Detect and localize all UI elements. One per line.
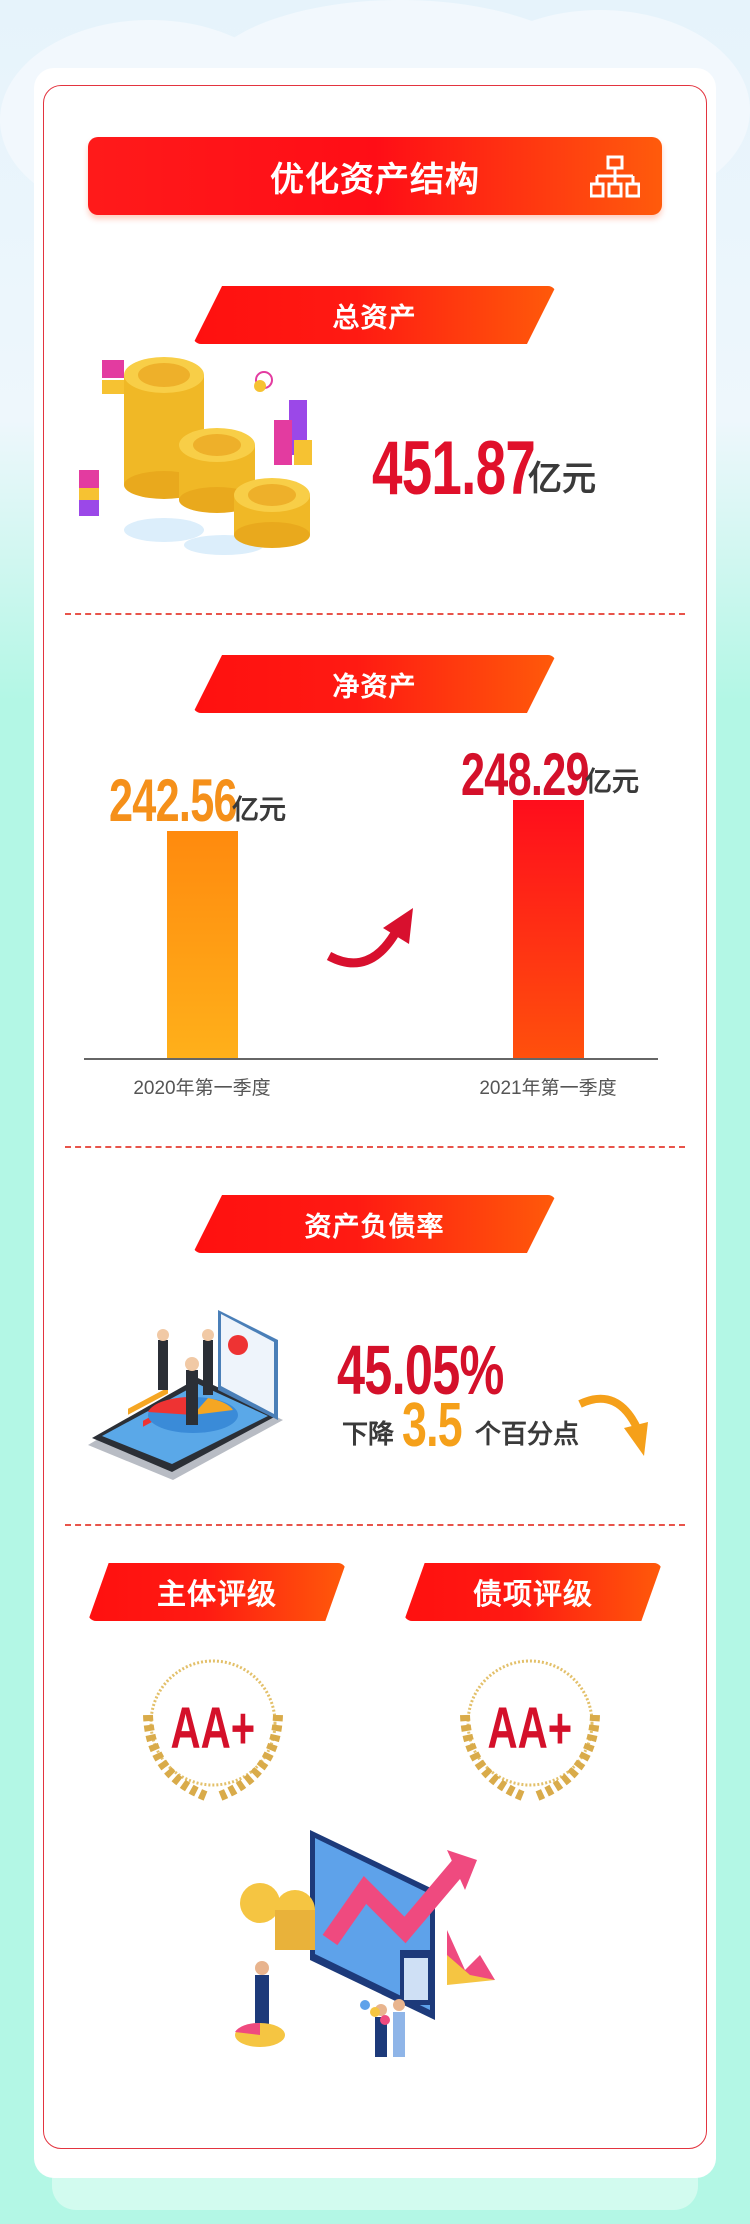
debt-ratio-number: 45.05% <box>337 1331 504 1409</box>
finance-growth-illustration <box>235 1830 495 2057</box>
entity-rating-ribbon: 主体评级 <box>88 1563 346 1621</box>
change-suffix: 个百分点 <box>475 1419 580 1449</box>
bar-value-2020: 242.56 <box>109 767 238 834</box>
section-header: 优化资产结构 <box>88 137 662 215</box>
down-arrow-icon <box>578 1394 648 1456</box>
bond-rating-ribbon: 债项评级 <box>404 1563 662 1621</box>
net-assets-label: 净资产 <box>332 671 417 702</box>
bond-rating-grade: AA+ <box>445 1695 615 1762</box>
section-title: 优化资产结构 <box>270 160 480 199</box>
bar-unit-2020: 亿元 <box>232 795 286 825</box>
section-divider <box>65 1146 685 1148</box>
change-prefix: 下降 <box>342 1419 395 1449</box>
total-assets-ribbon: 总资产 <box>193 286 556 344</box>
debt-ratio-label: 资产负债率 <box>304 1211 445 1242</box>
net-assets-ribbon: 净资产 <box>193 655 556 713</box>
bar-2020 <box>167 831 238 1058</box>
laurel-wreath-icon <box>460 1659 600 1802</box>
bar-label-2021: 248.29 <box>461 740 639 809</box>
section-divider <box>65 1524 685 1526</box>
total-assets-value: 451.87 <box>372 425 598 512</box>
bar-label-2020: 242.56 <box>109 766 287 835</box>
entity-grade-text: AA+ <box>170 1696 256 1761</box>
bond-grade-text: AA+ <box>487 1696 573 1761</box>
x-tick-label-2021: 2021年第一季度 <box>479 1078 617 1099</box>
laurel-wreath-icon <box>143 1659 283 1802</box>
section-divider <box>65 613 685 615</box>
x-tick-label-2020: 2020年第一季度 <box>133 1078 271 1099</box>
total-assets-number: 451.87 <box>372 426 536 511</box>
bond-rating-badge: AA+ <box>445 1645 615 1805</box>
change-value: 3.5 <box>402 1390 485 1461</box>
gold-coins-illustration <box>79 357 312 555</box>
bar-value-2021: 248.29 <box>461 741 590 808</box>
entity-rating-badge: AA+ <box>128 1645 298 1805</box>
change-number: 3.5 <box>402 1391 463 1460</box>
up-arrow-icon <box>326 908 413 968</box>
business-presentation-illustration <box>88 1310 283 1480</box>
org-chart-icon <box>590 155 640 198</box>
bond-rating-label: 债项评级 <box>472 1579 593 1611</box>
card-inner-border <box>43 85 707 2149</box>
total-assets-label: 总资产 <box>332 302 417 333</box>
x-axis-line <box>84 1058 658 1060</box>
bar-unit-2021: 亿元 <box>585 767 639 797</box>
entity-rating-grade: AA+ <box>128 1695 298 1762</box>
debt-ratio-ribbon: 资产负债率 <box>193 1195 556 1253</box>
bar-2021 <box>513 800 584 1058</box>
entity-rating-label: 主体评级 <box>156 1579 277 1611</box>
total-assets-unit: 亿元 <box>528 460 596 498</box>
debt-ratio-value: 45.05% <box>337 1330 568 1410</box>
